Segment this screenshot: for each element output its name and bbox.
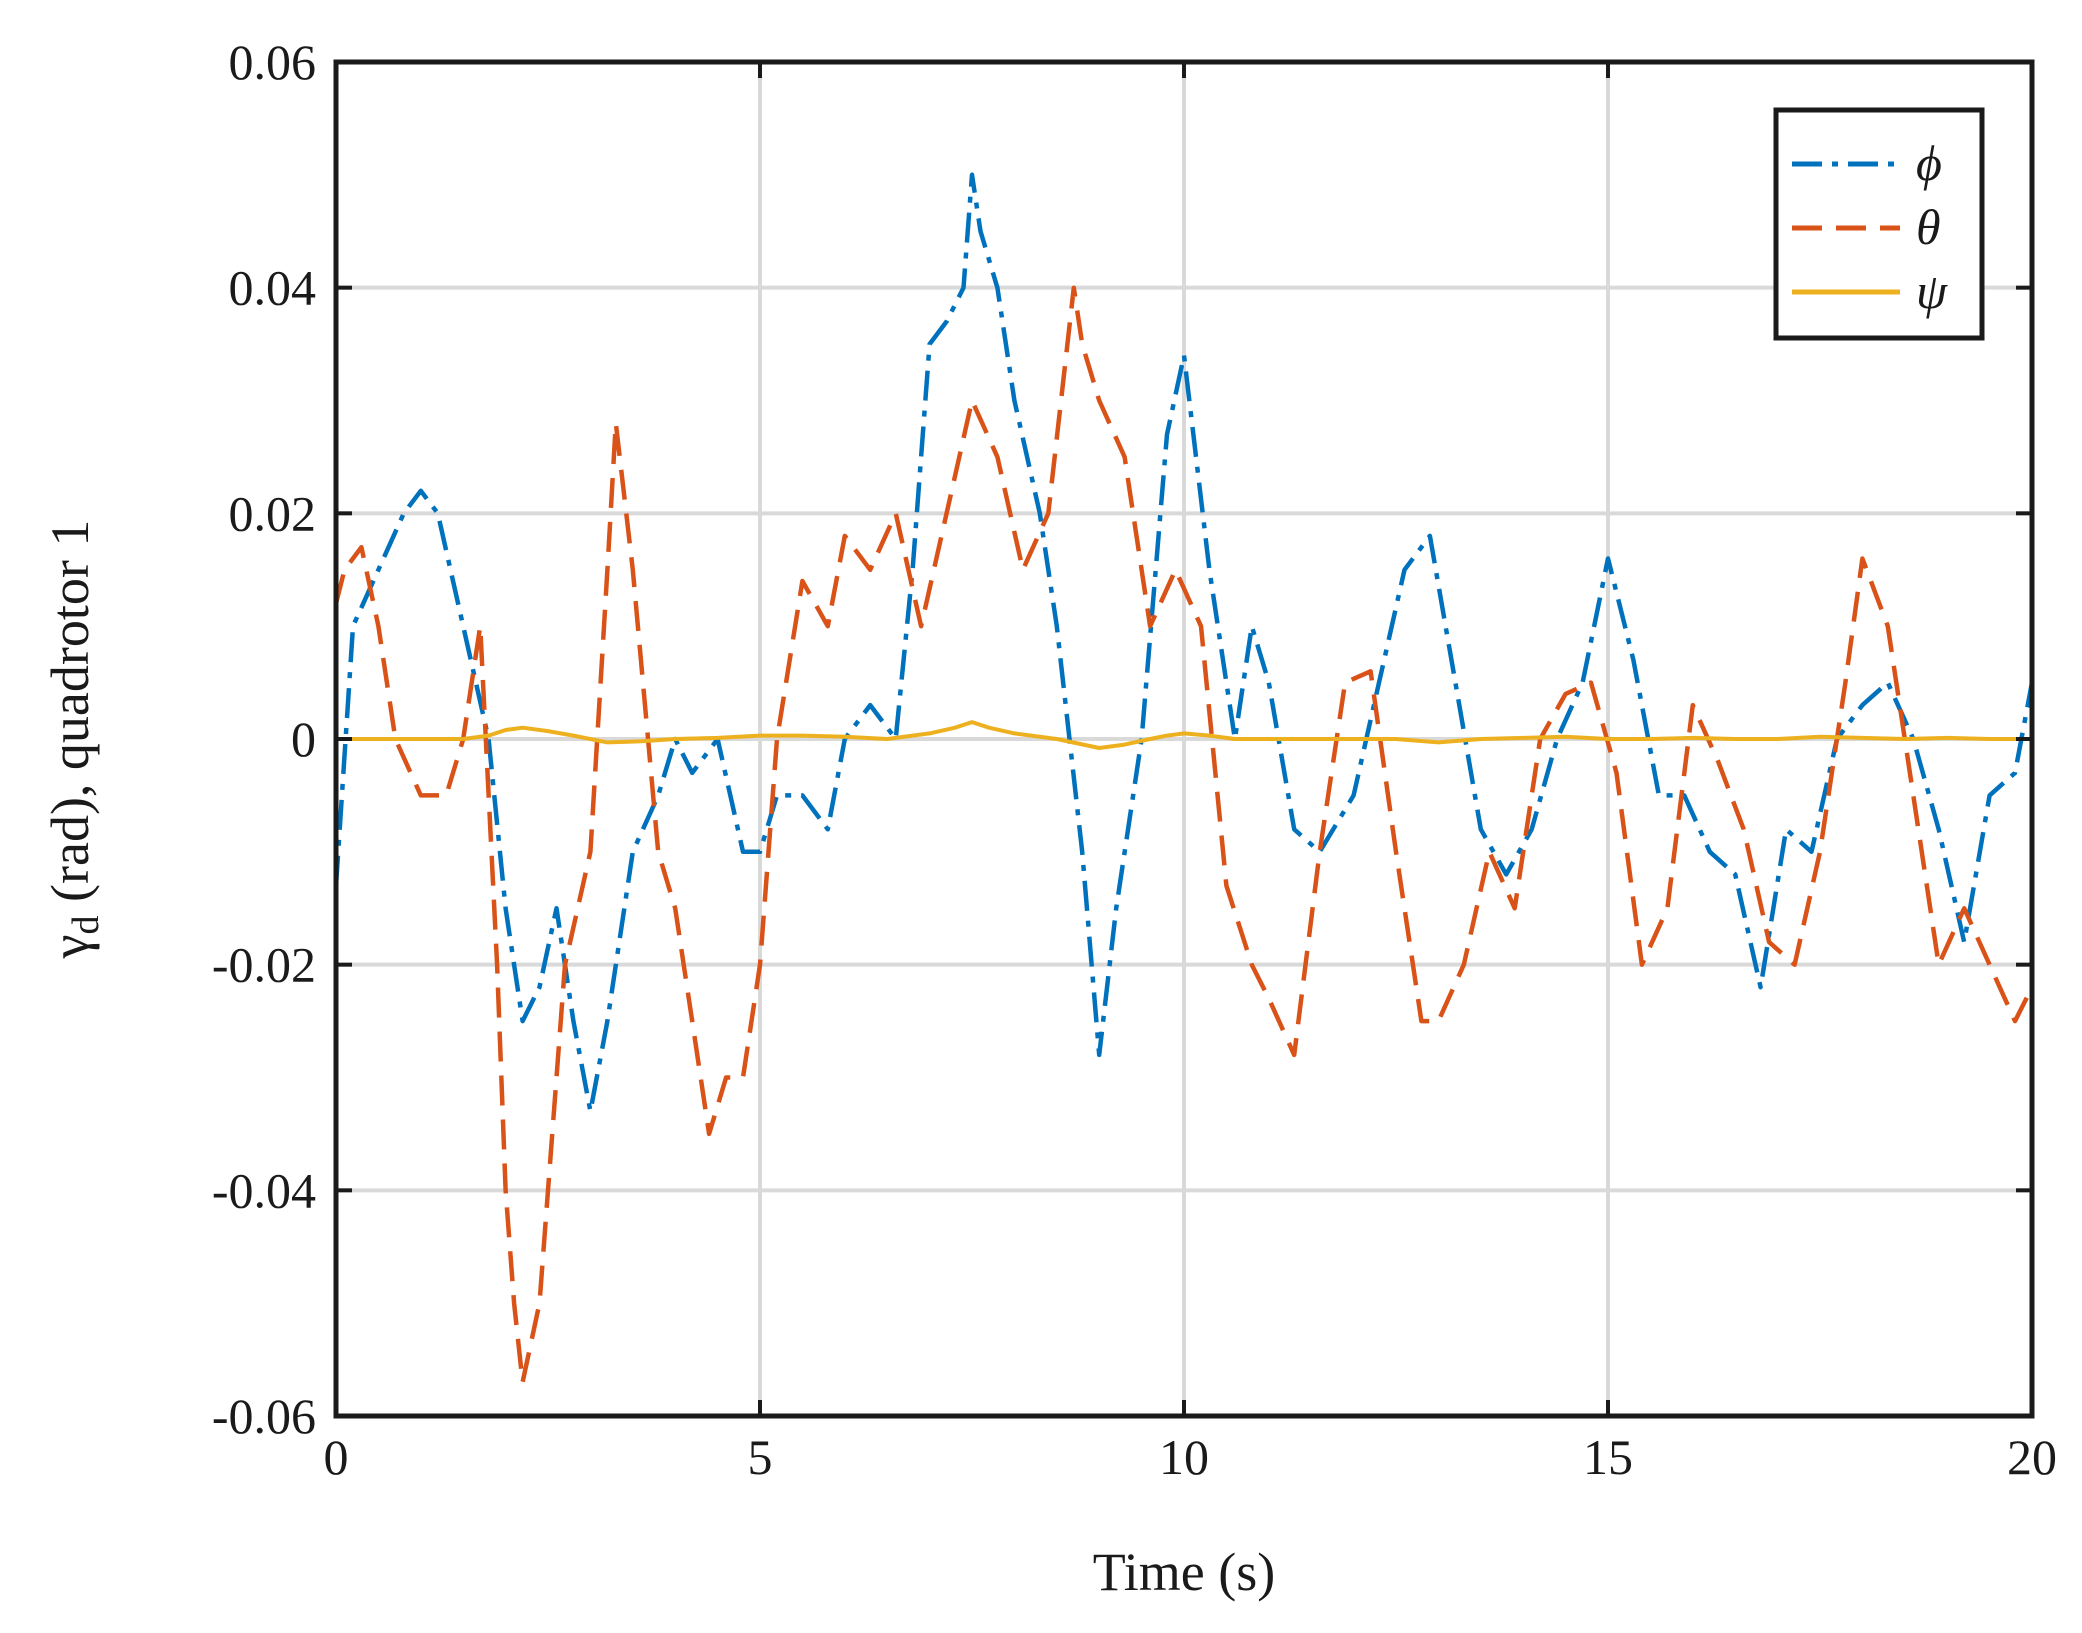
legend-label-1: ϕ [1916, 135, 1942, 191]
y-axis-rest: (rad), quadrotor 1 [40, 520, 100, 916]
y-axis-title: γd (rad), quadrotor 1 [40, 520, 107, 960]
plot-series [336, 172, 2032, 1385]
y-tick-label: -0.06 [212, 1388, 316, 1444]
axis-ticks [334, 60, 2034, 1418]
legend: ϕθψ [1773, 107, 1985, 341]
legend-label-2: θ [1916, 199, 1941, 255]
y-tick-labels: -0.06 -0.04 -0.02 0 0.02 0.04 0.06 [212, 34, 316, 1444]
series-line-2 [336, 285, 2032, 1385]
y-tick-label: 0.04 [229, 260, 317, 316]
y-tick-label: 0 [291, 711, 316, 767]
series-line-1 [336, 172, 2032, 1114]
x-tick-labels: 0 5 10 15 20 [324, 1429, 2058, 1485]
y-tick-label: -0.02 [212, 937, 316, 993]
y-axis-symbol: γ [40, 934, 100, 959]
x-tick-label: 20 [2007, 1429, 2057, 1485]
y-tick-label: 0.02 [229, 485, 317, 541]
legend-box [1773, 107, 1985, 341]
y-axis-subscript: d [65, 915, 107, 934]
x-tick-label: 0 [324, 1429, 349, 1485]
x-tick-label: 5 [748, 1429, 773, 1485]
legend-label-3: ψ [1916, 263, 1948, 319]
x-tick-label: 15 [1583, 1429, 1633, 1485]
y-tick-label: -0.04 [212, 1162, 316, 1218]
x-axis-title: Time (s) [1093, 1542, 1276, 1602]
series-line-3 [336, 720, 2032, 750]
x-tick-label: 10 [1159, 1429, 1209, 1485]
y-tick-label: 0.06 [229, 34, 317, 90]
